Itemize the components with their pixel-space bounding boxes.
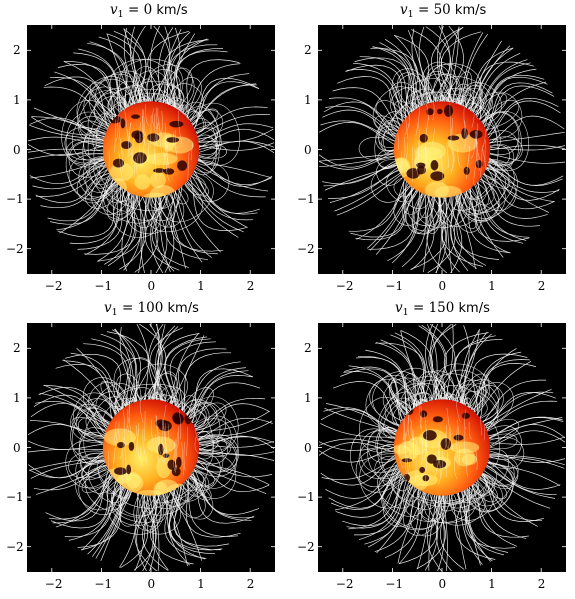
y-tick-label: 2 xyxy=(13,341,21,356)
y-tick-label: −1 xyxy=(297,192,315,207)
y-tick-label: 0 xyxy=(304,440,312,455)
x-tick-label: 0 xyxy=(147,577,156,591)
y-tick-label: 2 xyxy=(304,43,312,58)
star-surface xyxy=(102,101,200,198)
y-tick-label: −1 xyxy=(6,192,24,207)
x-tick-label: 2 xyxy=(537,577,546,591)
axis-ticks xyxy=(318,323,566,572)
y-tick-label: 0 xyxy=(13,440,21,455)
y-tick-label: −1 xyxy=(297,490,315,505)
field-line-image xyxy=(318,323,566,572)
x-tick-label: 0 xyxy=(438,577,447,591)
y-tick-label: 2 xyxy=(13,43,21,58)
x-tick-label: 2 xyxy=(246,279,255,293)
star-surface xyxy=(393,101,491,198)
x-tick-label: −2 xyxy=(335,279,354,293)
field-line-image xyxy=(27,323,275,572)
x-tick-label: −1 xyxy=(94,279,113,293)
panel-title: v1 = 50 km/s xyxy=(400,2,487,20)
field-line-image xyxy=(318,25,566,274)
axis-ticks xyxy=(27,25,275,274)
y-tick-label: −2 xyxy=(297,241,315,256)
closed-field-loops xyxy=(358,61,529,235)
y-tick-label: 1 xyxy=(13,390,21,405)
x-tick-label: 1 xyxy=(488,577,496,591)
y-tick-label: 0 xyxy=(304,142,312,157)
x-tick-label: −2 xyxy=(44,577,63,591)
x-tick-label: 0 xyxy=(147,279,156,293)
x-tick-label: −2 xyxy=(335,577,354,591)
x-tick-label: 2 xyxy=(246,577,255,591)
y-tick-label: −1 xyxy=(6,490,24,505)
axis-ticks xyxy=(27,323,275,572)
closed-field-loops xyxy=(65,357,240,535)
star-surface xyxy=(393,399,491,496)
y-tick-label: 0 xyxy=(13,142,21,157)
x-tick-label: −2 xyxy=(44,279,63,293)
y-tick-label: −2 xyxy=(6,539,24,554)
y-tick-label: 1 xyxy=(304,390,312,405)
axis-ticks xyxy=(318,25,566,274)
x-tick-label: 1 xyxy=(488,279,496,293)
x-tick-label: 0 xyxy=(438,279,447,293)
y-tick-label: −2 xyxy=(6,241,24,256)
panel-title: v1 = 0 km/s xyxy=(110,2,188,20)
x-tick-label: −1 xyxy=(385,577,404,591)
y-tick-label: −2 xyxy=(297,539,315,554)
panel-title: v1 = 150 km/s xyxy=(395,300,490,318)
x-tick-label: −1 xyxy=(385,279,404,293)
x-tick-label: 1 xyxy=(197,279,205,293)
x-tick-label: 1 xyxy=(197,577,205,591)
y-tick-label: 2 xyxy=(304,341,312,356)
field-line-image xyxy=(27,25,275,274)
y-tick-label: 1 xyxy=(13,92,21,107)
panel-title: v1 = 100 km/s xyxy=(104,300,199,318)
x-tick-label: −1 xyxy=(94,577,113,591)
x-tick-label: 2 xyxy=(537,279,546,293)
y-tick-label: 1 xyxy=(304,92,312,107)
